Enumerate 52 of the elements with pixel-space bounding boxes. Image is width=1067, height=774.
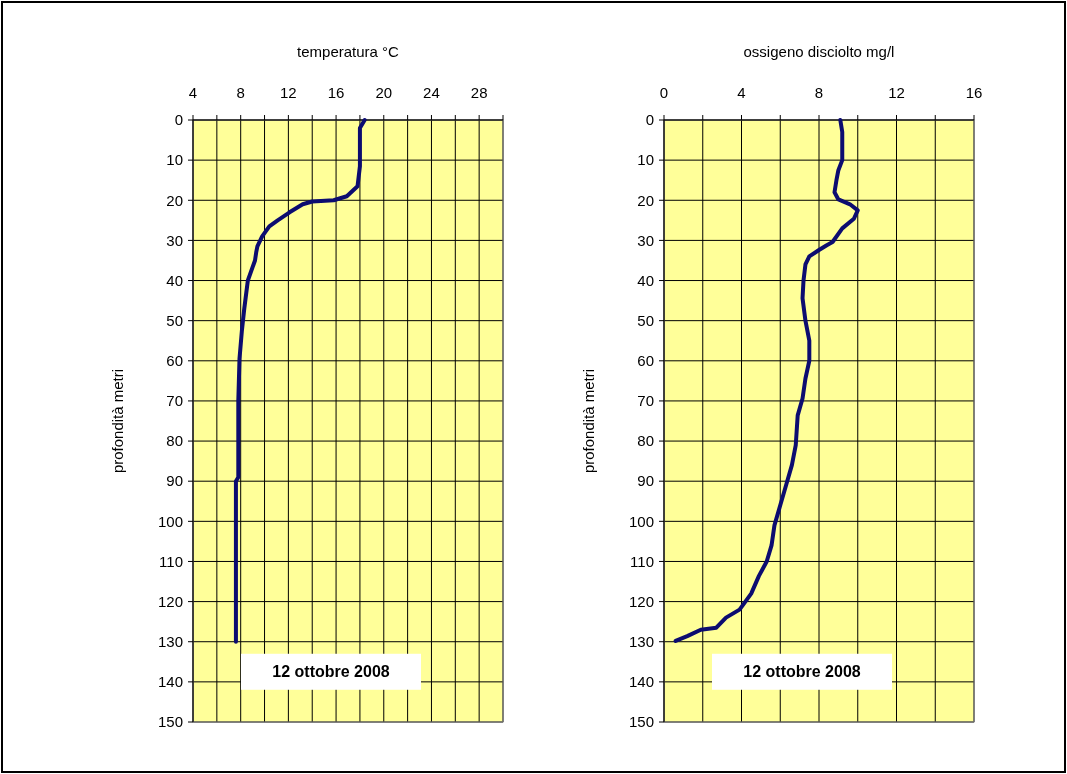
- y-tick-label: 90: [637, 472, 654, 490]
- annotation: 12 ottobre 2008: [743, 663, 861, 681]
- x-tick-label: 24: [423, 84, 440, 101]
- y-tick-label: 80: [166, 432, 183, 450]
- y-tick-label: 70: [166, 392, 183, 410]
- x-axis-title: temperatura °C: [297, 43, 400, 60]
- x-tick-label: 4: [737, 84, 746, 101]
- line-series: [233, 118, 367, 644]
- y-tick-label: 30: [637, 231, 654, 249]
- x-tick-label: 12: [888, 84, 905, 101]
- y-tick-label: 140: [157, 673, 183, 691]
- y-tick-label: 140: [628, 673, 654, 691]
- y-tick-label: 130: [157, 632, 183, 650]
- y-tick-label: 20: [166, 191, 183, 209]
- y-tick-label: 50: [166, 311, 183, 329]
- x-tick-label: 4: [188, 84, 198, 101]
- y-tick-label: 0: [174, 111, 183, 129]
- y-tick-label: 110: [159, 552, 183, 570]
- y-tick-label: 150: [157, 713, 183, 731]
- y-tick-label: 80: [637, 432, 654, 450]
- y-tick-label: 120: [628, 592, 654, 610]
- y-tick-label: 0: [645, 111, 654, 129]
- x-tick-label: 20: [375, 84, 393, 101]
- x-tick-label: 16: [327, 84, 345, 101]
- annotation: 12 ottobre 2008: [272, 663, 390, 681]
- x-tick-label: 16: [965, 84, 983, 101]
- x-tick-label: 12: [280, 84, 297, 101]
- y-tick-label: 30: [166, 231, 183, 249]
- x-tick-label: 28: [470, 84, 488, 101]
- y-tick-label: 10: [166, 151, 183, 169]
- y-tick-label: 40: [166, 271, 183, 289]
- y-tick-label: 150: [628, 713, 654, 731]
- y-tick-label: 40: [637, 271, 654, 289]
- y-tick-label: 70: [637, 392, 654, 410]
- y-tick-label: 100: [628, 512, 654, 530]
- x-tick-label: 8: [236, 84, 245, 101]
- y-tick-label: 50: [637, 311, 654, 329]
- x-tick-label: 0: [659, 84, 669, 101]
- y-axis-title: profondità metri: [109, 368, 126, 474]
- y-tick-label: 100: [157, 512, 183, 530]
- y-tick-label: 90: [166, 472, 183, 490]
- y-tick-label: 20: [637, 191, 654, 209]
- y-axis-title: profondità metri: [580, 368, 597, 474]
- y-tick-label: 60: [637, 352, 654, 370]
- y-tick-label: 130: [628, 632, 654, 650]
- y-tick-label: 10: [637, 151, 654, 169]
- y-tick-label: 120: [157, 592, 183, 610]
- y-tick-label: 110: [630, 552, 654, 570]
- x-axis-title: ossigeno disciolto mg/l: [743, 43, 895, 60]
- x-tick-label: 8: [814, 84, 824, 101]
- line-series: [673, 118, 860, 643]
- y-tick-label: 60: [166, 352, 183, 370]
